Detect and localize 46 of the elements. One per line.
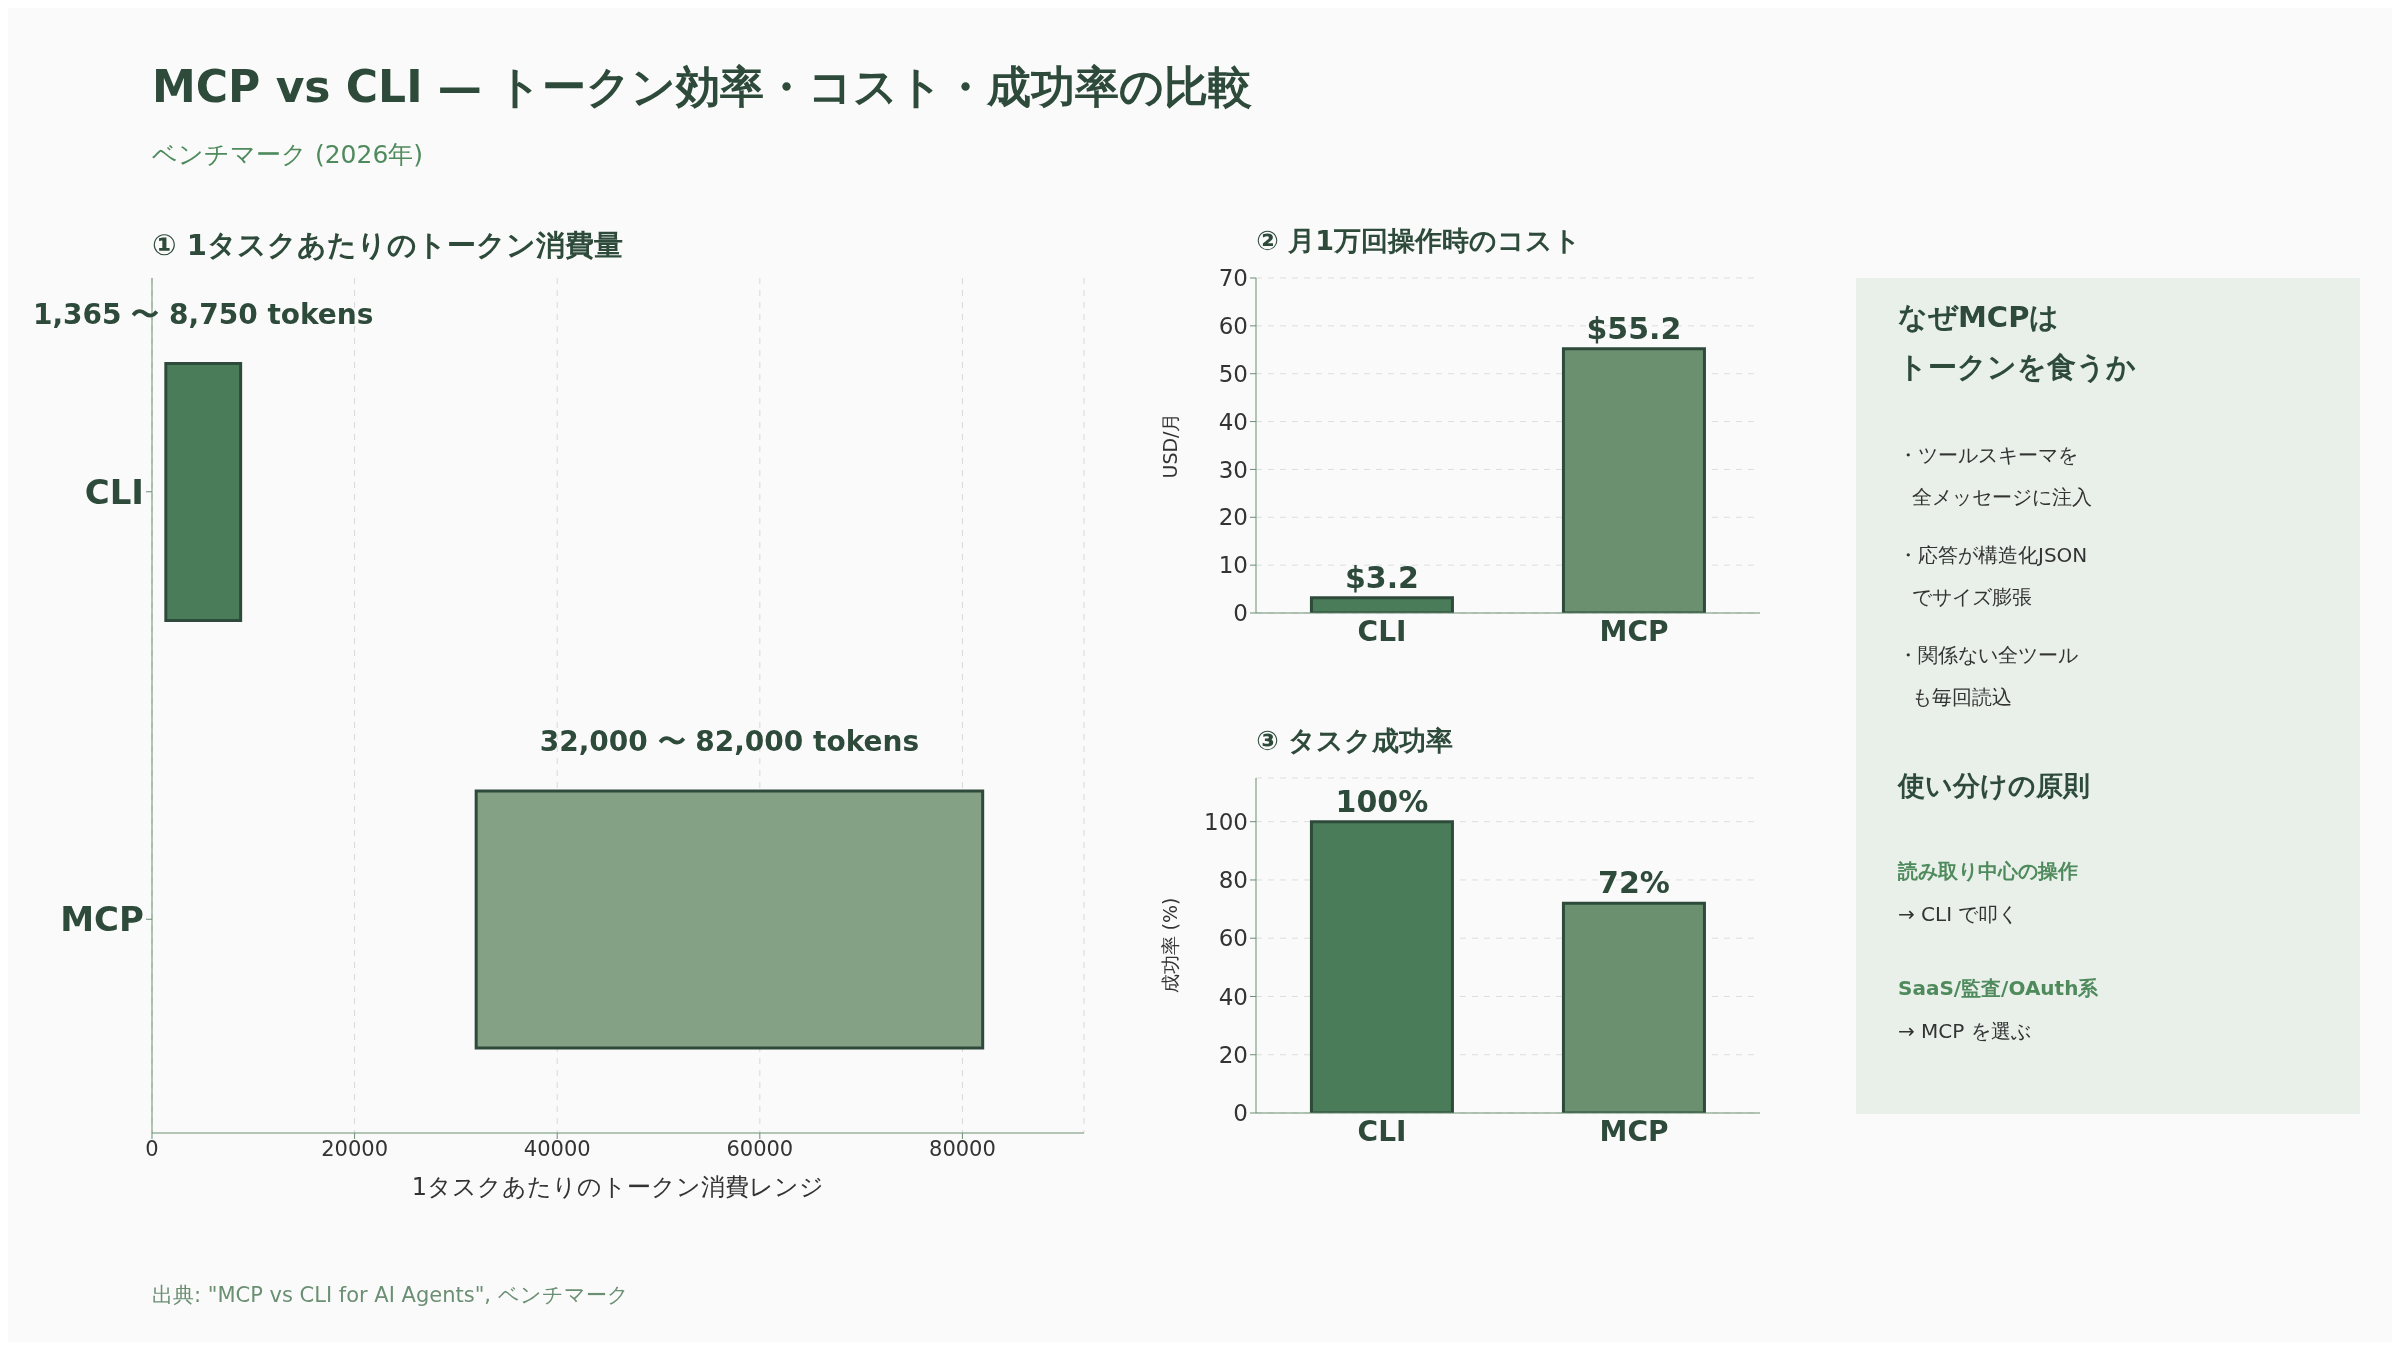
text: なぜMCPは [1898,299,2060,336]
y-tick-label: 60 [1218,313,1248,340]
x-tick-label: 80000 [929,1136,996,1161]
y-tick-label: 40 [1218,983,1248,1010]
text: → MCP を選ぶ [1898,1018,2031,1045]
text: でサイズ膨張 [1912,584,2032,611]
y-axis-title: USD/月 [1158,412,1181,479]
chart-title: ③ タスク成功率 [1256,724,1454,758]
text: トークンを食うか [1898,349,2136,386]
y-tick-label: 70 [1218,265,1248,292]
text: ベンチマーク (2026年) [152,139,424,171]
data-label: 100% [1335,783,1429,819]
text: 使い分けの原則 [1898,769,2090,803]
text: → CLI で叩く [1898,901,2019,928]
data-label: $3.2 [1344,559,1419,595]
x-tick-label: 60000 [726,1136,794,1161]
y-tick-label: 80 [1218,867,1248,894]
data-label: $55.2 [1586,310,1682,346]
x-tick-label: CLI [1357,1114,1407,1148]
y-tick-label: 100 [1204,808,1248,835]
y-tick-label: 30 [1218,456,1248,483]
x-tick-label: 20000 [321,1136,389,1161]
y-tick-label: 60 [1218,925,1248,952]
annotation: 1,365 〜 8,750 tokens [33,297,374,331]
text: ・ツールスキーマを [1898,442,2078,469]
text: 全メッセージに注入 [1912,484,2092,511]
x-tick-label: 40000 [523,1136,591,1161]
annotation: 32,000 〜 82,000 tokens [539,725,920,758]
y-tick-label: 20 [1218,504,1248,531]
y-tick-label: 50 [1218,360,1248,387]
y-axis-title: 成功率 (%) [1158,897,1181,994]
text: 読み取り中心の操作 [1898,858,2078,885]
source-note: 出典: "MCP vs CLI for AI Agents", ベンチマーク [152,1282,629,1309]
y-tick-label: 40 [1218,408,1248,435]
x-tick-label: MCP [1599,1114,1669,1148]
text: も毎回読込 [1912,684,2012,711]
y-tick-label: 20 [1218,1041,1248,1068]
y-tick-label: 10 [1218,552,1248,579]
data-label: 72% [1598,865,1670,901]
x-axis-title: 1タスクあたりのトークン消費レンジ [411,1173,825,1201]
text: ・関係ない全ツール [1898,642,2078,669]
text: MCP vs CLI — トークン効率・コスト・成功率の比較 [152,60,1253,114]
text: ・応答が構造化JSON [1898,542,2088,569]
chart-title: ① 1タスクあたりのトークン消費量 [152,227,623,264]
text: SaaS/監査/OAuth系 [1898,975,2099,1002]
chart-title: ② 月1万回操作時のコスト [1256,224,1582,258]
